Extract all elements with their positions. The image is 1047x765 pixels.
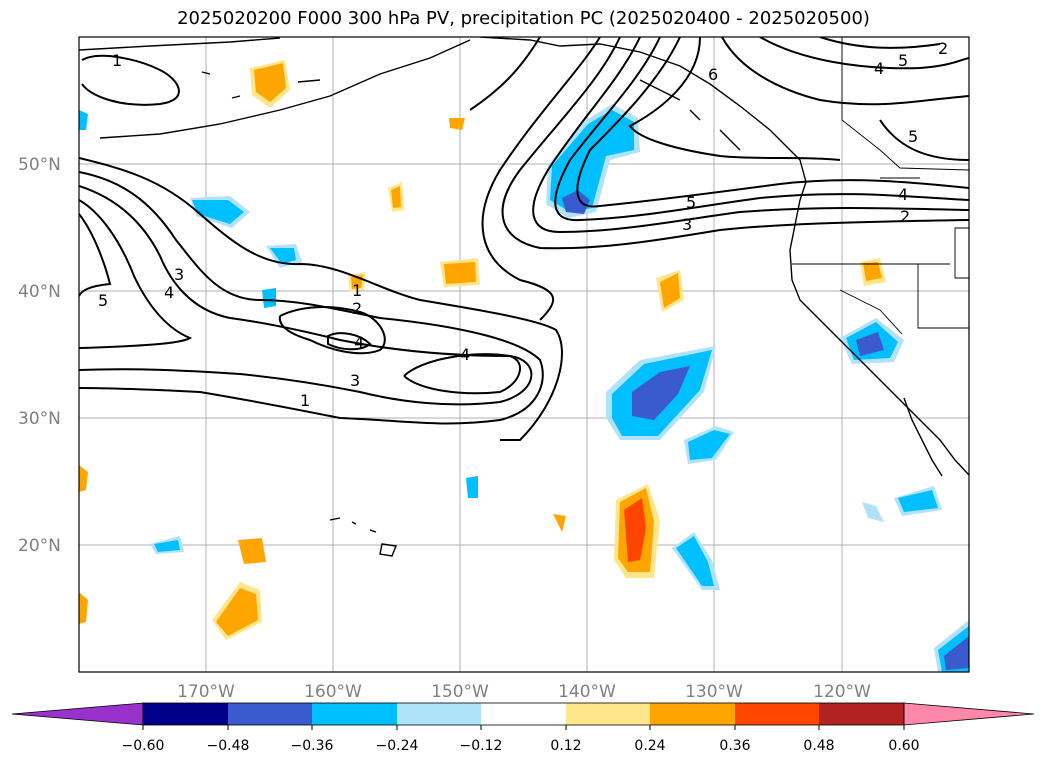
longitude-labels: 170°W 160°W 150°W 140°W 130°W 120°W [177, 682, 871, 702]
pv-contour-label: 1 [112, 51, 122, 70]
precip-positive-area [863, 262, 882, 281]
lat-label: 50°N [18, 155, 61, 175]
precip-positive-area [254, 63, 286, 102]
colorbar-tick-label: −0.60 [122, 738, 165, 754]
pv-contour-label: 5 [898, 51, 908, 70]
pv-contour-label: 1 [300, 391, 310, 410]
lon-label: 130°W [685, 682, 743, 702]
lat-label: 20°N [18, 536, 61, 556]
pv-contour-label: 2 [900, 207, 910, 226]
precip-positive-area [79, 592, 88, 624]
lon-label: 160°W [304, 682, 362, 702]
precip-negative-area [154, 540, 180, 552]
pv-contour-label: 5 [908, 127, 918, 146]
borders [792, 37, 969, 335]
lon-label: 120°W [813, 682, 871, 702]
precip-negative-area [270, 248, 296, 264]
pv-contour-label: 3 [350, 371, 360, 390]
colorbar-segment [143, 703, 228, 725]
precip-positive-area [216, 588, 258, 636]
precip-negative-area [688, 430, 730, 460]
pv-contour-label: 5 [98, 291, 108, 310]
precip-negative-area [898, 490, 938, 512]
precip-negative-area [79, 110, 88, 130]
pv-contour-label: 2 [938, 39, 948, 58]
colorbar-segment [397, 703, 481, 725]
precip-positive-area [79, 465, 88, 492]
colorbar-tick-labels: −0.60 −0.48 −0.36 −0.24 −0.12 0.12 0.24 … [122, 738, 920, 754]
precip-negative-area [466, 476, 478, 498]
colorbar: −0.60 −0.48 −0.36 −0.24 −0.12 0.12 0.24 … [11, 702, 1035, 754]
precip-positive-area [624, 498, 646, 562]
lat-label: 40°N [18, 282, 61, 302]
latitude-labels: 20°N 30°N 40°N 50°N [18, 155, 61, 556]
precip-positive-area [238, 538, 266, 564]
colorbar-extend-high [903, 702, 1035, 726]
colorbar-segment [481, 703, 566, 725]
pv-contour-label: 3 [174, 265, 184, 284]
precip-negative-area [632, 366, 690, 420]
map-frame [78, 36, 970, 673]
colorbar-tick-label: 0.36 [719, 738, 750, 754]
precip-negative-area [862, 502, 884, 522]
map-plot-area: 1 1 1 2 2 3 3 3 4 4 4 4 5 5 5 6 2 5 4 [79, 37, 969, 672]
colorbar-segment [735, 703, 819, 725]
precip-positive-area [391, 186, 401, 208]
lat-label: 30°N [18, 409, 61, 429]
precip-positive-area [660, 273, 680, 308]
colorbar-segment [228, 703, 312, 725]
pv-contour-label: 1 [352, 281, 362, 300]
precip-shading [79, 60, 969, 672]
colorbar-segment [819, 703, 904, 725]
pv-contour-label: 4 [898, 185, 908, 204]
colorbar-tick-label: −0.36 [291, 738, 334, 754]
precip-positive-area [553, 514, 566, 532]
coastlines [79, 37, 969, 557]
colorbar-ticks [142, 725, 905, 730]
precip-negative-area [676, 536, 714, 586]
pv-contour-labels: 1 1 1 2 2 3 3 3 4 4 4 4 5 5 5 6 2 5 4 [98, 39, 948, 410]
pv-contour-label: 3 [682, 215, 692, 234]
colorbar-extend-low [11, 702, 144, 726]
colorbar-tick-label: 0.60 [888, 738, 919, 754]
colorbar-tick-label: 0.48 [803, 738, 834, 754]
colorbar-tick-label: −0.24 [376, 738, 419, 754]
pv-contour-label: 4 [354, 333, 364, 352]
precip-negative-area [944, 636, 969, 670]
precip-negative-area [562, 190, 590, 214]
lon-label: 140°W [558, 682, 616, 702]
colorbar-tick-label: −0.12 [460, 738, 503, 754]
colorbar-tick-label: −0.48 [207, 738, 250, 754]
lon-label: 170°W [177, 682, 235, 702]
colorbar-segment [312, 703, 397, 725]
pv-contours [79, 37, 969, 441]
pv-contour-label: 6 [708, 65, 718, 84]
precip-positive-area [444, 262, 476, 284]
map-title: 2025020200 F000 300 hPa PV, precipitatio… [177, 8, 870, 29]
graticule [79, 37, 969, 672]
pv-contour-label: 4 [164, 283, 174, 302]
precip-negative-area [192, 200, 244, 224]
colorbar-frame [142, 702, 905, 726]
lon-label: 150°W [431, 682, 489, 702]
pv-contour-label: 2 [352, 299, 362, 318]
precip-negative-area [262, 288, 276, 308]
precip-positive-area [449, 118, 465, 130]
pv-contour-label: 4 [460, 345, 470, 364]
pv-contour-label: 4 [874, 59, 884, 78]
colorbar-segment [650, 703, 735, 725]
colorbar-tick-label: 0.24 [634, 738, 665, 754]
pv-contour-label: 5 [686, 193, 696, 212]
precip-negative-area [550, 110, 634, 212]
colorbar-tick-label: 0.12 [550, 738, 581, 754]
colorbar-segment [566, 703, 650, 725]
precip-negative-area [856, 332, 884, 356]
